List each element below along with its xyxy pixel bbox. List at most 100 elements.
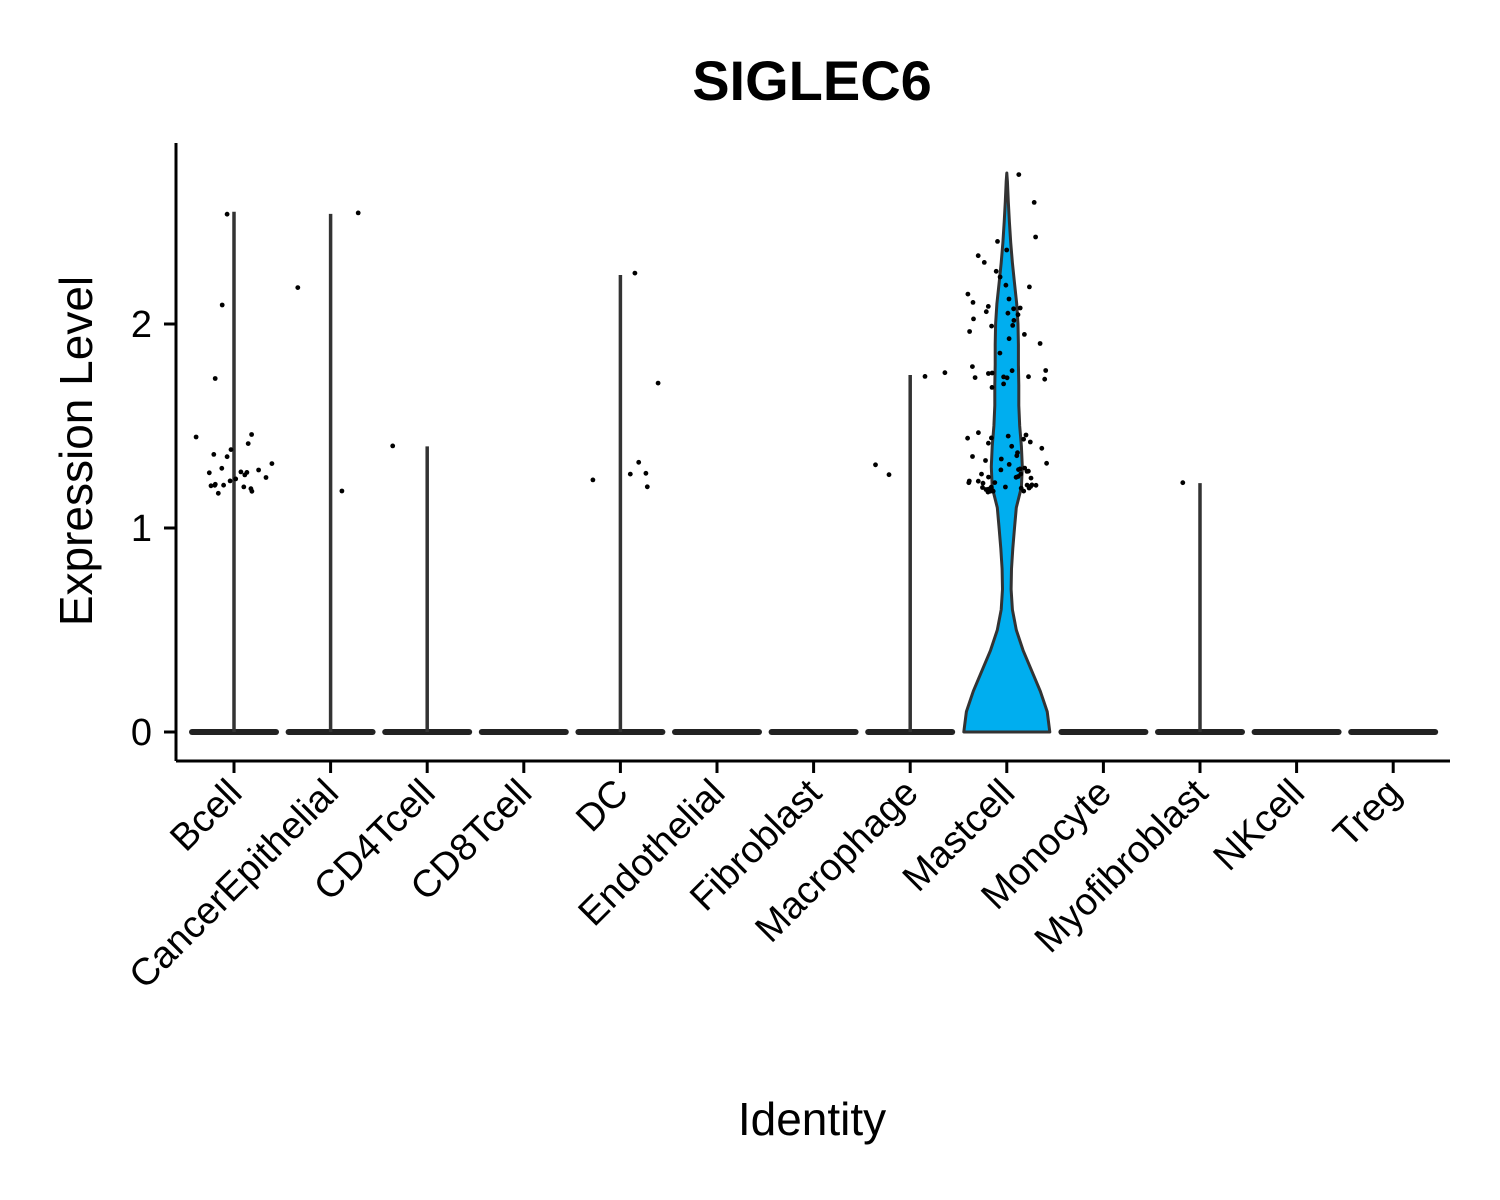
point-bcell	[221, 482, 227, 488]
x-tick-label-myofibroblast: Myofibroblast	[1027, 771, 1217, 961]
point-bcell	[206, 470, 212, 476]
point-mastcell	[986, 474, 991, 480]
point-mastcell	[970, 364, 975, 369]
chart-title: SIGLEC6	[692, 49, 932, 112]
point-mastcell	[975, 478, 981, 484]
point-bcell	[215, 490, 221, 496]
point-mastcell	[970, 300, 976, 305]
point-bcell	[242, 472, 248, 478]
point-dc	[627, 471, 633, 477]
point-layer	[193, 172, 1186, 496]
point-mastcell	[1006, 336, 1012, 342]
point-bcell	[249, 432, 255, 437]
point-mastcell	[983, 458, 988, 463]
point-cancerepithelial	[295, 285, 301, 290]
point-mastcell	[1043, 368, 1049, 373]
point-mastcell	[989, 370, 995, 376]
point-mastcell	[980, 480, 986, 486]
point-mastcell	[980, 485, 985, 490]
point-mastcell	[1006, 462, 1012, 467]
point-mastcell	[992, 480, 998, 485]
point-mastcell	[1011, 306, 1016, 312]
point-mastcell	[1001, 381, 1006, 387]
point-mastcell	[966, 478, 972, 484]
point-dc	[590, 477, 596, 483]
violin-layer	[189, 171, 1439, 735]
x-axis-title: Identity	[738, 1093, 886, 1145]
point-mastcell	[1004, 247, 1010, 253]
point-mastcell	[976, 430, 981, 436]
point-mastcell	[965, 291, 971, 297]
point-mastcell	[1011, 318, 1017, 323]
point-mastcell	[972, 375, 978, 380]
point-mastcell	[1009, 443, 1015, 449]
point-mastcell	[997, 274, 1003, 280]
point-mastcell	[997, 350, 1003, 356]
point-bcell	[238, 469, 244, 475]
y-tick-label: 2	[131, 304, 152, 346]
point-mastcell	[1023, 432, 1029, 438]
point-mastcell	[981, 260, 987, 265]
point-mastcell	[1033, 234, 1038, 240]
point-mastcell	[998, 456, 1004, 462]
violin-mastcell	[962, 171, 1052, 734]
point-mastcell	[1042, 376, 1048, 382]
point-mastcell	[1004, 375, 1010, 381]
point-bcell	[224, 454, 230, 460]
point-mastcell	[1029, 482, 1035, 488]
point-mastcell	[983, 309, 989, 315]
point-mastcell	[1028, 475, 1034, 481]
point-mastcell	[1039, 445, 1045, 451]
y-axis-title: Expression Level	[50, 276, 102, 626]
point-bcell	[241, 484, 247, 490]
point-mastcell	[975, 253, 981, 259]
point-bcell	[248, 486, 254, 492]
point-mastcell	[988, 488, 993, 494]
point-mastcell	[995, 239, 1000, 244]
point-bcell	[193, 434, 199, 440]
point-bcell	[212, 376, 218, 381]
point-mastcell	[1021, 436, 1026, 442]
point-bcell	[212, 481, 218, 487]
point-mastcell	[967, 329, 972, 334]
point-mastcell	[1017, 466, 1023, 472]
point-mastcell	[985, 304, 991, 309]
point-mastcell	[1013, 474, 1019, 480]
x-tick-label-bcell: Bcell	[162, 772, 250, 860]
point-mastcell	[1005, 310, 1011, 316]
point-cd4tcell	[390, 443, 396, 449]
point-mastcell	[1015, 312, 1021, 318]
point-mastcell	[1003, 282, 1009, 288]
x-tick-label-dc: DC	[568, 772, 637, 841]
y-tick-label: 1	[131, 508, 152, 550]
point-mastcell	[986, 440, 991, 446]
point-macrophage	[873, 462, 878, 468]
point-mastcell	[1022, 332, 1027, 337]
point-mastcell	[989, 435, 994, 441]
point-bcell	[224, 211, 230, 217]
point-cancerepithelial	[355, 210, 361, 216]
point-dc	[636, 459, 642, 465]
point-bcell	[263, 475, 269, 480]
axes: 012BcellCancerEpithelialCD4TcellCD8Tcell…	[122, 143, 1450, 997]
point-bcell	[256, 467, 261, 473]
point-myofibroblast	[1180, 480, 1186, 486]
point-bcell	[208, 483, 214, 489]
point-bcell	[219, 465, 225, 471]
point-mastcell	[970, 454, 975, 459]
point-mastcell	[1044, 460, 1049, 466]
point-mastcell	[1005, 433, 1011, 439]
point-bcell	[227, 478, 233, 484]
point-mastcell	[1031, 200, 1037, 205]
x-tick-label-nkcell: NKcell	[1206, 772, 1313, 879]
point-mastcell	[1016, 172, 1022, 178]
point-bcell	[233, 476, 239, 482]
point-mastcell	[1033, 482, 1039, 488]
point-mastcell	[1003, 484, 1008, 490]
point-dc	[655, 380, 661, 386]
point-macrophage	[942, 370, 948, 376]
point-dc	[643, 470, 649, 476]
point-mastcell	[1027, 439, 1033, 445]
point-bcell	[219, 302, 225, 308]
